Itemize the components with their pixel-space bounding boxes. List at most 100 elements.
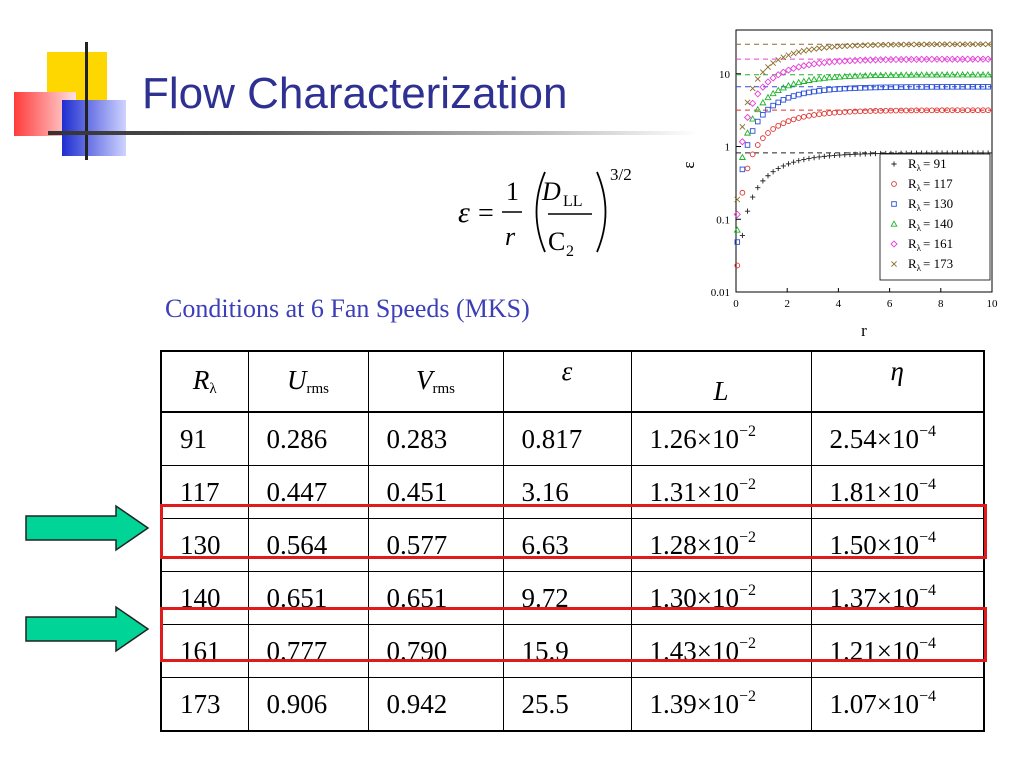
data-point — [913, 84, 920, 90]
data-point — [836, 86, 843, 92]
data-point — [760, 111, 766, 118]
data-point — [764, 93, 772, 101]
data-point — [830, 58, 839, 66]
data-point — [862, 108, 869, 115]
data-point — [847, 85, 853, 92]
data-point — [821, 44, 828, 51]
data-point — [867, 84, 874, 91]
cell-u-rms: 0.906 — [247, 677, 369, 732]
data-point — [893, 107, 899, 114]
data-point — [805, 76, 813, 83]
data-point — [887, 55, 895, 64]
cell-eta: 2.54×10−4 — [810, 411, 985, 466]
data-point — [841, 72, 849, 80]
cell-r-lambda: 117 — [160, 465, 249, 519]
data-point — [826, 44, 833, 51]
data-point — [801, 90, 807, 97]
data-point — [826, 153, 833, 159]
data-point — [811, 46, 817, 52]
epsilon-vs-r-chart: 0 2 4 6 8 10 0.01 0.1 1 10 r ε Rλ= 91 Rλ= 117 Rλ= 130 R… — [684, 29, 998, 340]
data-point — [872, 151, 879, 157]
data-point — [759, 98, 767, 106]
formula-equals: = — [478, 198, 494, 229]
data-point — [830, 73, 839, 80]
data-point — [785, 52, 792, 59]
data-point — [903, 41, 910, 48]
data-point — [948, 71, 956, 78]
cell-eta: 1.50×10−4 — [810, 518, 985, 572]
cell-epsilon: 25.5 — [502, 677, 632, 732]
data-point — [871, 56, 880, 64]
y-axis-label: ε — [684, 161, 698, 168]
data-point — [887, 41, 894, 48]
x-tick-label: 0 — [733, 298, 739, 310]
x-tick-label: 8 — [938, 298, 944, 310]
data-point — [949, 41, 956, 48]
data-point — [806, 155, 812, 162]
cell-r-lambda: 173 — [160, 677, 249, 732]
data-point — [769, 74, 777, 82]
data-point — [959, 84, 966, 90]
data-point — [882, 107, 889, 114]
data-point — [754, 90, 762, 98]
data-point — [749, 99, 757, 107]
data-point — [780, 97, 787, 103]
arrow-right-icon — [25, 605, 150, 653]
data-point — [836, 57, 844, 65]
y-tick-label: 10 — [719, 69, 731, 81]
data-point — [867, 42, 874, 48]
data-point — [891, 201, 897, 207]
data-point — [841, 43, 848, 49]
data-point — [893, 41, 899, 48]
data-point — [806, 46, 812, 53]
data-point — [754, 76, 761, 82]
table-caption: Conditions at 6 Fan Speeds (MKS) — [165, 294, 530, 323]
data-point — [893, 84, 899, 90]
data-point — [862, 85, 869, 91]
table-row: 130 0.564 0.577 6.63 1.28×10−2 1.50×10−4 — [160, 518, 985, 572]
data-point — [765, 106, 771, 113]
data-point — [775, 165, 781, 172]
data-point — [882, 71, 890, 78]
data-point — [784, 81, 793, 89]
data-point — [929, 84, 935, 90]
data-point — [755, 118, 761, 125]
data-point — [903, 84, 909, 90]
data-point — [816, 111, 823, 118]
data-point — [825, 58, 834, 66]
data-point — [923, 71, 931, 78]
data-point — [847, 42, 853, 49]
data-point — [923, 55, 931, 63]
plot-frame — [735, 29, 993, 293]
data-point — [779, 84, 787, 91]
data-point — [760, 178, 766, 184]
data-point — [739, 189, 746, 196]
data-point — [985, 107, 992, 114]
data-point — [887, 71, 895, 78]
data-point — [979, 70, 987, 78]
data-point — [866, 56, 875, 64]
data-point — [811, 112, 817, 118]
cell-l: 1.28×10−2 — [630, 518, 812, 572]
data-point — [734, 262, 741, 269]
data-point — [749, 85, 756, 92]
data-point — [891, 261, 897, 267]
data-point — [754, 105, 762, 113]
data-point — [733, 226, 741, 233]
formula-r: r — [505, 222, 516, 251]
data-point — [984, 70, 992, 78]
data-point — [877, 84, 884, 91]
cell-epsilon: 0.817 — [502, 411, 632, 466]
data-point — [883, 84, 889, 91]
data-point — [846, 57, 854, 65]
data-point — [815, 75, 823, 82]
y-tick-label: 0.01 — [711, 287, 730, 299]
data-point — [912, 55, 921, 63]
data-point — [831, 109, 838, 116]
data-point — [796, 158, 802, 164]
data-point — [734, 196, 741, 203]
data-point — [862, 151, 868, 157]
data-point — [774, 71, 782, 79]
data-point — [985, 41, 992, 48]
data-point — [913, 41, 920, 48]
